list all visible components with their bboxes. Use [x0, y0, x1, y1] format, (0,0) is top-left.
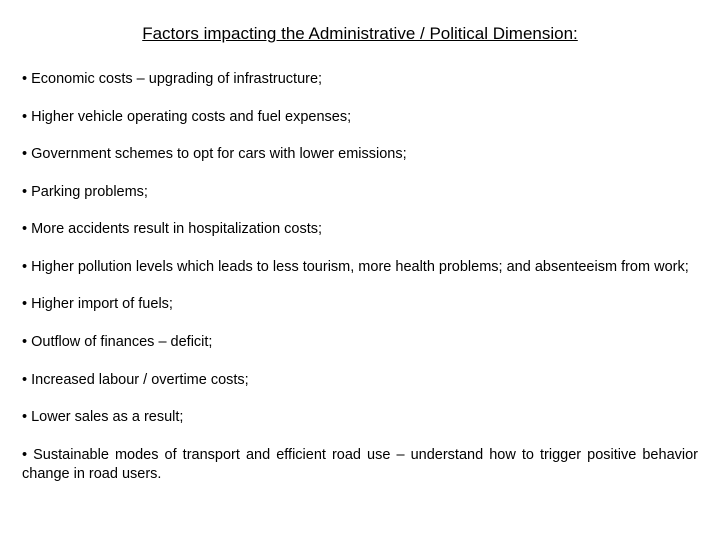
list-item: • Lower sales as a result; [22, 408, 698, 428]
list-item: • Higher vehicle operating costs and fue… [22, 108, 698, 128]
list-item: • More accidents result in hospitalizati… [22, 220, 698, 240]
bullet-list: • Economic costs – upgrading of infrastr… [22, 70, 698, 485]
list-item: • Economic costs – upgrading of infrastr… [22, 70, 698, 90]
list-item: • Higher import of fuels; [22, 295, 698, 315]
list-item: • Higher pollution levels which leads to… [22, 258, 698, 278]
slide-title: Factors impacting the Administrative / P… [62, 24, 658, 44]
list-item: • Government schemes to opt for cars wit… [22, 145, 698, 165]
list-item: • Parking problems; [22, 183, 698, 203]
list-item: • Sustainable modes of transport and eff… [22, 446, 698, 485]
list-item: • Outflow of finances – deficit; [22, 333, 698, 353]
list-item: • Increased labour / overtime costs; [22, 371, 698, 391]
